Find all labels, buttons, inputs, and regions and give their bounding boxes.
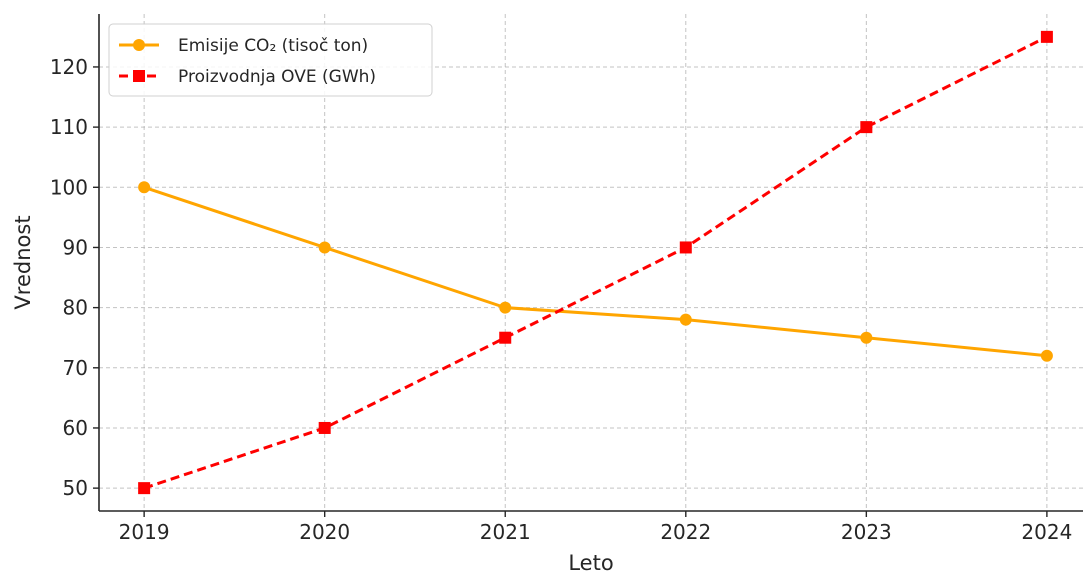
data-point bbox=[318, 241, 331, 254]
legend-marker bbox=[133, 39, 145, 51]
legend-label: Proizvodnja OVE (GWh) bbox=[178, 67, 376, 87]
series-line bbox=[143, 35, 1048, 490]
y-tick-label: 110 bbox=[50, 115, 88, 139]
series-1 bbox=[138, 181, 1053, 362]
data-point bbox=[679, 241, 692, 254]
data-point bbox=[860, 121, 873, 134]
legend-marker bbox=[133, 70, 145, 82]
axes: 2019 2020 2021 2022 2023 2024 50 60 70 80 90 100 110… bbox=[50, 14, 1083, 544]
data-point bbox=[860, 331, 873, 344]
data-point bbox=[1040, 349, 1053, 362]
legend-item: Emisije CO₂ (tisoč ton) bbox=[119, 36, 368, 56]
y-tick-label: 90 bbox=[63, 235, 88, 259]
legend-box bbox=[108, 23, 433, 97]
series-2 bbox=[138, 30, 1053, 495]
series-line bbox=[143, 185, 1048, 358]
data-point bbox=[138, 482, 151, 495]
series-layer bbox=[138, 30, 1053, 495]
y-tick-label: 80 bbox=[63, 296, 88, 320]
y-tick-label: 120 bbox=[50, 55, 88, 79]
y-tick-label: 60 bbox=[63, 416, 88, 440]
x-axis-title: Leto bbox=[568, 551, 613, 573]
data-point bbox=[499, 331, 512, 344]
y-axis-title: Vrednost bbox=[11, 215, 35, 309]
data-point bbox=[318, 421, 331, 434]
data-point bbox=[1040, 30, 1053, 43]
legend-label: Emisije CO₂ (tisoč ton) bbox=[178, 36, 368, 56]
data-point bbox=[499, 301, 512, 314]
data-point bbox=[138, 181, 151, 194]
legend: Emisije CO₂ (tisoč ton) Proizvodnja OVE (… bbox=[108, 23, 433, 97]
x-tick-label: 2019 bbox=[119, 520, 170, 544]
y-tick-label: 50 bbox=[63, 476, 88, 500]
x-tick-label: 2023 bbox=[841, 520, 892, 544]
y-tick-label: 70 bbox=[63, 356, 88, 380]
x-tick-label: 2022 bbox=[660, 520, 711, 544]
legend-item: Proizvodnja OVE (GWh) bbox=[119, 67, 376, 87]
x-tick-label: 2024 bbox=[1021, 520, 1072, 544]
x-tick-label: 2021 bbox=[480, 520, 531, 544]
x-tick-label: 2020 bbox=[299, 520, 350, 544]
data-point bbox=[679, 313, 692, 326]
y-tick-label: 100 bbox=[50, 175, 88, 199]
